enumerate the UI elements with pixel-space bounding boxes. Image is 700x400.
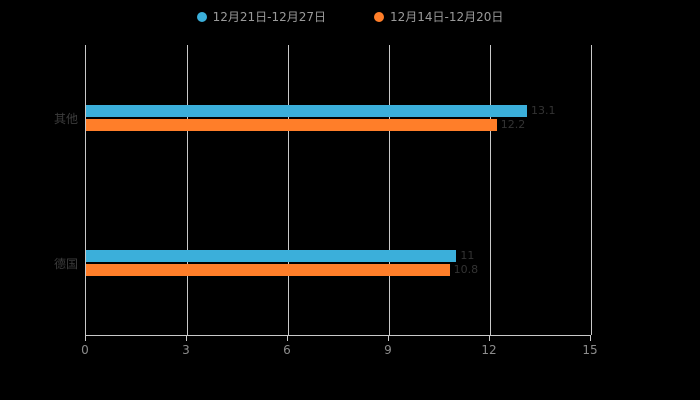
x-axis-tick-label: 9 (384, 343, 392, 357)
x-axis-tick-label: 3 (182, 343, 190, 357)
chart-legend: 12月21日-12月27日 12月14日-12月20日 (0, 8, 700, 25)
x-axis-tick-mark (590, 336, 591, 341)
legend-dot-blue-icon (196, 11, 207, 22)
legend-dot-orange-icon (374, 11, 384, 22)
legend-item-week2[interactable]: 12月21日-12月27日 (196, 8, 326, 25)
gridline (591, 45, 592, 335)
x-axis-tick-label: 15 (582, 343, 598, 357)
x-axis-tick-label: 12 (481, 343, 497, 357)
bar-value-label: 10.8 (453, 262, 479, 276)
x-axis-tick-mark (388, 336, 389, 341)
bar-12月21日-12月27日: 11 (86, 249, 474, 262)
x-axis-tick-mark (186, 336, 187, 341)
bar-12月14日-12月20日: 10.8 (86, 263, 478, 276)
plot-area: 13.1 12.2 11 10.8 (85, 45, 592, 336)
x-axis-tick-mark (489, 336, 490, 341)
x-axis-tick-mark (85, 336, 86, 341)
gridline (490, 45, 491, 335)
gridline (187, 45, 188, 335)
bar-12月21日-12月27日: 13.1 (86, 104, 556, 117)
y-axis-category-label: 德国 (53, 256, 78, 271)
x-axis-tick-label: 0 (81, 343, 89, 357)
x-axis-tick-mark (287, 336, 288, 341)
x-axis-tick-label: 6 (283, 343, 291, 357)
category-band: 11 10.8 (86, 190, 591, 335)
y-axis-category-label: 其他 (53, 111, 78, 126)
gridline (288, 45, 289, 335)
bar-value-label: 12.2 (500, 117, 526, 131)
legend-label-week1: 12月14日-12月20日 (390, 10, 504, 24)
bar-value-label: 11 (460, 248, 475, 262)
legend-label-week2: 12月21日-12月27日 (212, 10, 326, 24)
legend-item-week1[interactable]: 12月14日-12月20日 (374, 8, 503, 25)
bar-12月14日-12月20日: 12.2 (86, 118, 525, 131)
category-band: 13.1 12.2 (86, 45, 591, 190)
gridline (389, 45, 390, 335)
bar-value-label: 13.1 (531, 103, 556, 117)
